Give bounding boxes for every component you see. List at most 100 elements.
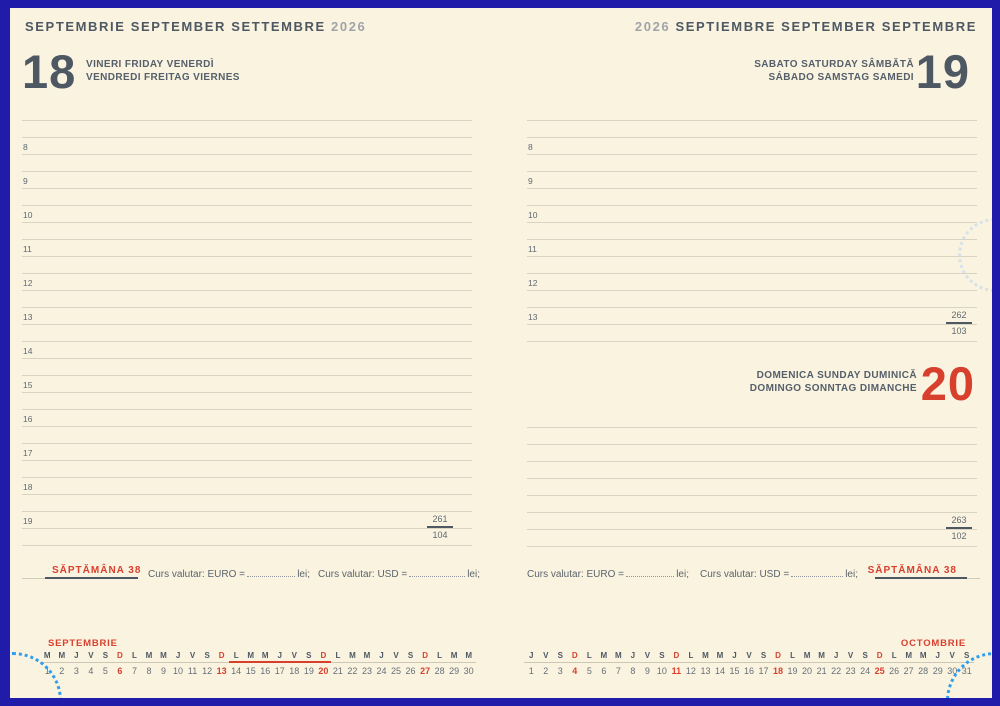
weekday-letter: M bbox=[349, 651, 356, 660]
weekday-letter: M bbox=[818, 651, 825, 660]
ruled-line bbox=[527, 154, 977, 155]
left-week-label: SĂPTĂMÂNA 38 bbox=[52, 565, 142, 576]
calendar-day: 6 bbox=[601, 666, 607, 676]
ruled-line bbox=[22, 205, 472, 206]
weekday-letter: S bbox=[760, 651, 767, 660]
ruled-line bbox=[22, 358, 472, 359]
hour-label: 12 bbox=[528, 278, 538, 288]
hour-label: 9 bbox=[23, 176, 28, 186]
right-week-label: SĂPTĂMÂNA 38 bbox=[867, 565, 957, 576]
ruled-line bbox=[527, 341, 977, 342]
week-label-rule bbox=[967, 578, 980, 579]
weekday-letter: D bbox=[320, 651, 327, 660]
calendar-day: 16 bbox=[260, 666, 271, 676]
week-label-underline bbox=[875, 577, 967, 579]
hour-label: 11 bbox=[23, 244, 32, 254]
ruled-line bbox=[22, 290, 472, 291]
right-day-number: 19 bbox=[915, 45, 970, 98]
calendar-day: 18 bbox=[773, 666, 784, 676]
ruled-line bbox=[527, 171, 977, 172]
calendar-underline bbox=[524, 662, 974, 663]
weekday-letter: S bbox=[659, 651, 665, 660]
left-day-names-line1: VINERI FRIDAY VENERDÌ bbox=[86, 59, 214, 70]
ruled-line bbox=[22, 392, 472, 393]
weekday-letter: M bbox=[465, 651, 472, 660]
calendar-day: 2 bbox=[59, 666, 65, 676]
friday-schedule-grid: 261 104 8 9 10 11 12 13 14 15 16 17 18 19 bbox=[22, 120, 472, 547]
right-day-names-line2: SÁBADO SAMSTAG SAMEDI bbox=[768, 71, 914, 83]
weekday-letter: M bbox=[247, 651, 255, 660]
hour-label: 11 bbox=[528, 244, 537, 254]
weekday-letter: L bbox=[586, 651, 592, 660]
weekday-letter: M bbox=[905, 651, 912, 660]
left-day-names-line2: VENDREDI FREITAG VIERNES bbox=[86, 71, 240, 83]
calendar-day: 6 bbox=[117, 666, 123, 676]
ruled-line bbox=[22, 222, 472, 223]
euro-rate-suffix: lei; bbox=[297, 569, 310, 580]
weekday-letter: S bbox=[407, 651, 414, 660]
weekday-letter: L bbox=[891, 651, 897, 660]
calendar-day: 7 bbox=[615, 666, 621, 676]
weekday-letter: D bbox=[673, 651, 680, 660]
weekday-letter: M bbox=[58, 651, 66, 660]
ruled-line bbox=[527, 427, 977, 428]
hour-label: 18 bbox=[23, 482, 33, 492]
weekday-letter: D bbox=[422, 651, 428, 660]
calendar-day: 14 bbox=[231, 666, 242, 676]
ruled-line bbox=[527, 444, 977, 445]
ruled-line bbox=[527, 205, 977, 206]
weekday-letter: M bbox=[43, 651, 51, 660]
ruled-line bbox=[527, 290, 977, 291]
calendar-day: 19 bbox=[303, 666, 314, 676]
calendar-day: 11 bbox=[671, 666, 682, 676]
calendar-day: 24 bbox=[860, 666, 871, 676]
calendar-day: 9 bbox=[161, 666, 167, 676]
friday-day-of-year: 261 bbox=[432, 514, 448, 524]
weekday-letter: S bbox=[862, 651, 868, 660]
sunday-day-number: 20 bbox=[920, 357, 975, 410]
ruled-line bbox=[527, 529, 977, 530]
right-month-header: 2026 SEPTIEMBRE SEPTEMBER SEPTEMBRE bbox=[635, 19, 977, 34]
calendar-day: 10 bbox=[173, 666, 184, 676]
left-euro-rate-line: Curs valutar: EURO = lei; bbox=[148, 568, 310, 580]
ruled-line bbox=[22, 324, 472, 325]
calendar-day: 20 bbox=[318, 666, 329, 676]
ruled-line bbox=[22, 341, 472, 342]
ruled-line bbox=[22, 154, 472, 155]
calendar-day: 8 bbox=[146, 666, 152, 676]
calendar-day: 3 bbox=[73, 666, 79, 676]
hour-label: 8 bbox=[528, 142, 533, 152]
weekday-letter: V bbox=[88, 651, 94, 660]
calendar-day: 14 bbox=[714, 666, 725, 676]
day-numbers-row: 1 2 3 4 5 6 7 8 9 10 11 12 13 14 15 16 17 18 19 20 21 22 23 24 2… bbox=[524, 666, 974, 676]
ruled-line bbox=[22, 426, 472, 427]
calendar-day: 25 bbox=[391, 666, 402, 676]
ruled-line bbox=[22, 494, 472, 495]
usd-rate-prefix: Curs valutar: USD = bbox=[700, 569, 790, 580]
ruled-line bbox=[527, 324, 977, 325]
day-of-year-divider bbox=[946, 322, 972, 324]
weekday-letter: D bbox=[876, 651, 883, 660]
weekday-letter: L bbox=[132, 651, 137, 660]
calendar-day: 13 bbox=[216, 666, 227, 676]
current-week-underline bbox=[228, 661, 331, 663]
left-month-header: SEPTEMBRIE SEPTEMBER SETTEMBRE 2026 bbox=[25, 19, 366, 34]
ruled-line bbox=[527, 222, 977, 223]
hour-label: 19 bbox=[23, 516, 33, 526]
weekday-letter: M bbox=[160, 651, 167, 660]
calendar-day: 28 bbox=[434, 666, 445, 676]
weekday-letter: V bbox=[291, 651, 297, 660]
calendar-day: 25 bbox=[874, 666, 885, 676]
week-label-underline bbox=[45, 577, 138, 579]
day-of-year-divider bbox=[946, 527, 972, 529]
right-month-header-text: SEPTIEMBRE SEPTEMBER SEPTEMBRE bbox=[675, 19, 977, 34]
calendar-day: 2 bbox=[543, 666, 549, 676]
weekday-letter: M bbox=[702, 651, 709, 660]
weekday-letter: J bbox=[175, 651, 181, 660]
euro-rate-prefix: Curs valutar: EURO = bbox=[148, 569, 245, 580]
weekday-letter: D bbox=[117, 651, 123, 660]
weekday-letter: J bbox=[833, 651, 839, 660]
